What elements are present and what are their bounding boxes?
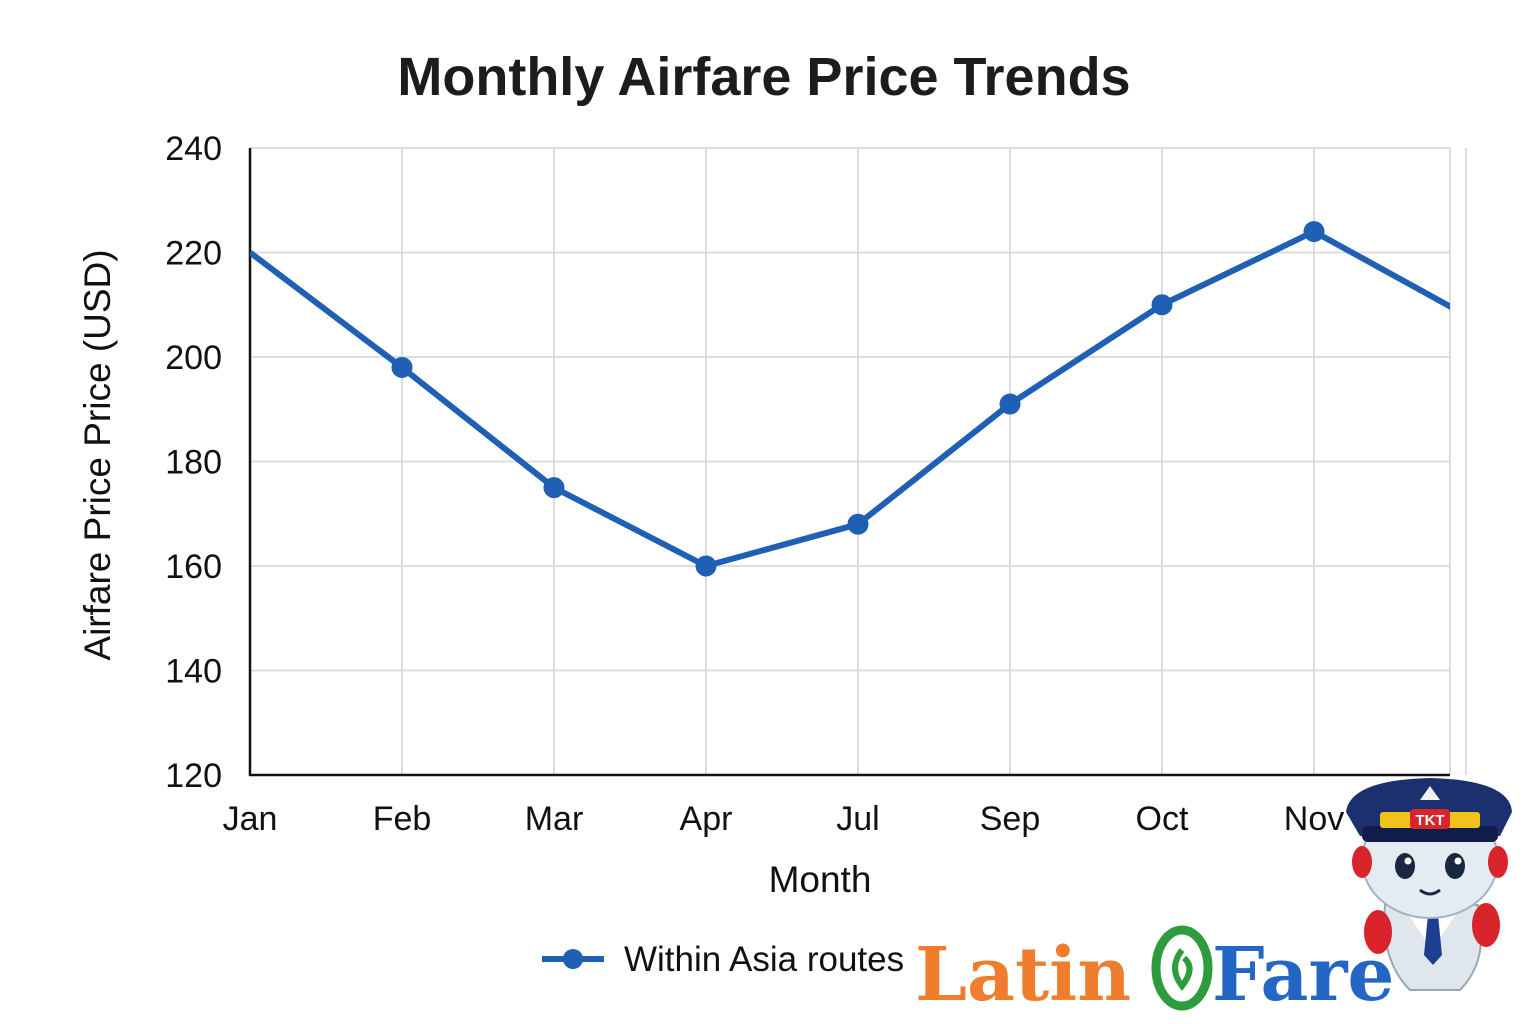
data-point	[543, 477, 565, 499]
y-tick-label: 120	[165, 757, 222, 795]
logo-swirl-icon	[1151, 925, 1213, 1011]
x-tick-label: Nov	[1284, 800, 1344, 838]
legend-label: Within Asia routes	[624, 940, 904, 979]
series-group	[250, 221, 1450, 577]
data-point	[999, 393, 1021, 415]
gridlines	[250, 147, 1467, 775]
y-tick-label: 200	[165, 339, 222, 377]
badge-text: TKT	[1415, 812, 1444, 829]
x-axis-label: Month	[769, 859, 872, 900]
y-tick-label: 240	[165, 130, 222, 168]
series-layer	[250, 221, 1450, 577]
x-tick-label: Apr	[680, 800, 733, 838]
y-tick-label: 160	[165, 548, 222, 586]
data-point	[847, 513, 869, 535]
data-point	[1303, 221, 1325, 243]
legend: Within Asia routes	[542, 940, 904, 979]
data-point	[1151, 294, 1173, 316]
x-tick-labels: JanFebMarAprJulSepOctNovDec	[223, 800, 1497, 838]
x-tick-label: Jan	[223, 800, 278, 838]
x-tick-label: Mar	[525, 800, 584, 838]
y-axis-label: Airfare Price Price (USD)	[77, 249, 118, 660]
y-tick-label: 140	[165, 653, 222, 691]
x-tick-label: Jul	[836, 800, 879, 838]
y-tick-labels: 120 140 160 180 200 220 240	[165, 130, 222, 795]
logo-latin-text: Latin	[915, 932, 1131, 1018]
x-tick-label: Oct	[1136, 800, 1189, 838]
x-tick-label: Sep	[980, 800, 1041, 838]
legend-dot-marker	[563, 949, 583, 969]
logo-fare-text: Fare	[1212, 932, 1395, 1018]
latinfare-logo: Latin Fare	[914, 925, 1396, 1020]
data-point	[695, 555, 717, 577]
data-point	[391, 356, 413, 378]
mascot-pilot-icon: TKT	[1346, 778, 1512, 991]
y-tick-label: 220	[165, 235, 222, 273]
x-tick-label: Feb	[373, 800, 432, 838]
chart-title: Monthly Airfare Price Trends	[397, 47, 1130, 107]
y-tick-label: 180	[165, 444, 222, 482]
